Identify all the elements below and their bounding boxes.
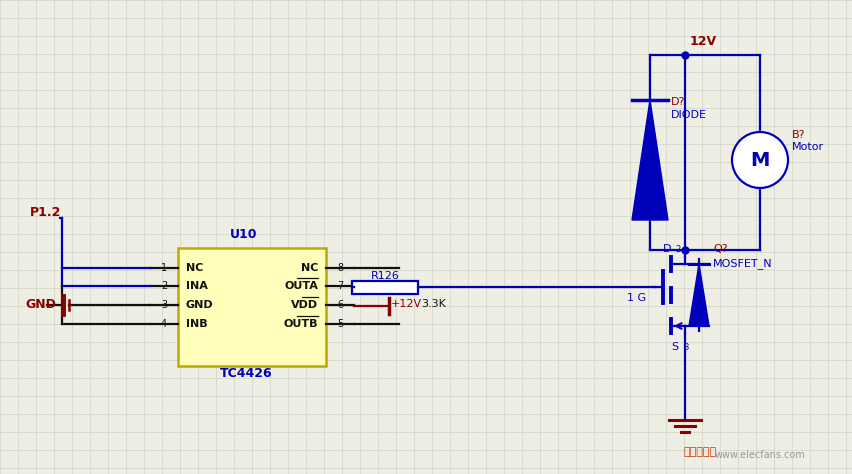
Text: www.elecfans.com: www.elecfans.com xyxy=(715,450,805,460)
Text: OUTA: OUTA xyxy=(284,281,318,291)
Text: 6: 6 xyxy=(337,300,343,310)
Text: INA: INA xyxy=(186,281,208,291)
Text: 1 G: 1 G xyxy=(627,293,646,303)
Text: NC: NC xyxy=(186,263,204,273)
Text: 1: 1 xyxy=(161,263,167,273)
Circle shape xyxy=(732,132,788,188)
Text: M: M xyxy=(751,152,769,171)
Text: 3: 3 xyxy=(161,300,167,310)
Text: DIODE: DIODE xyxy=(671,110,707,120)
Bar xyxy=(178,248,326,366)
Text: +12V: +12V xyxy=(391,299,422,309)
Text: NC: NC xyxy=(301,263,318,273)
Text: R126: R126 xyxy=(371,271,400,281)
Text: U10: U10 xyxy=(230,228,257,241)
Text: P1.2: P1.2 xyxy=(30,206,61,219)
Text: 8: 8 xyxy=(337,263,343,273)
Text: MOSFET_N: MOSFET_N xyxy=(713,258,773,269)
Text: 2: 2 xyxy=(161,281,167,291)
Text: Q?: Q? xyxy=(713,244,728,254)
Text: B?: B? xyxy=(792,130,805,140)
Text: INB: INB xyxy=(186,319,208,329)
Text: D?: D? xyxy=(671,97,685,107)
Text: D: D xyxy=(663,244,671,254)
Text: GND: GND xyxy=(25,299,56,311)
Bar xyxy=(352,281,418,293)
Text: 2: 2 xyxy=(675,245,680,254)
Text: 7: 7 xyxy=(337,281,343,291)
Text: 3: 3 xyxy=(683,343,688,352)
Text: 4: 4 xyxy=(161,319,167,329)
Polygon shape xyxy=(689,264,709,326)
Text: GND: GND xyxy=(186,300,214,310)
Text: 12V: 12V xyxy=(690,35,717,48)
Text: S: S xyxy=(671,342,678,352)
Text: 3.3K: 3.3K xyxy=(421,299,446,309)
Text: 电子发烧友: 电子发烧友 xyxy=(683,447,717,457)
Polygon shape xyxy=(632,100,668,220)
Text: OUTB: OUTB xyxy=(284,319,318,329)
Text: 5: 5 xyxy=(337,319,343,329)
Text: TC4426: TC4426 xyxy=(220,367,272,380)
Text: Motor: Motor xyxy=(792,142,824,152)
Text: VDD: VDD xyxy=(291,300,318,310)
